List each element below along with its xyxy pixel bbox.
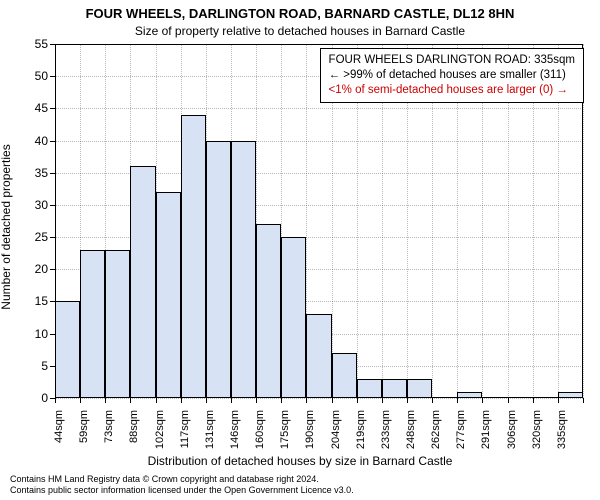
x-tick-mark — [558, 398, 559, 403]
y-tick-mark — [50, 44, 55, 45]
chart-title-sub: Size of property relative to detached ho… — [0, 24, 600, 38]
y-tick-mark — [50, 366, 55, 367]
x-tick-mark — [457, 398, 458, 403]
y-tick-label: 0 — [0, 392, 48, 404]
footnote: Contains HM Land Registry data © Crown c… — [10, 474, 354, 496]
y-tick-mark — [50, 334, 55, 335]
y-tick-mark — [50, 301, 55, 302]
x-tick-mark — [407, 398, 408, 403]
x-tick-mark — [80, 398, 81, 403]
y-tick-mark — [50, 269, 55, 270]
y-tick-mark — [50, 173, 55, 174]
x-tick-mark — [55, 398, 56, 403]
y-tick-label: 50 — [0, 70, 48, 82]
x-tick-mark — [583, 398, 584, 403]
histogram-chart: FOUR WHEELS, DARLINGTON ROAD, BARNARD CA… — [0, 0, 600, 500]
legend-box: FOUR WHEELS DARLINGTON ROAD: 335sqm ← >9… — [320, 48, 584, 103]
legend-line-3: <1% of semi-detached houses are larger (… — [329, 83, 575, 98]
x-tick-mark — [306, 398, 307, 403]
footnote-line-2: Contains public sector information licen… — [10, 485, 354, 496]
x-tick-mark — [508, 398, 509, 403]
footnote-line-1: Contains HM Land Registry data © Crown c… — [10, 474, 354, 485]
y-tick-mark — [50, 237, 55, 238]
y-tick-mark — [50, 76, 55, 77]
x-tick-mark — [156, 398, 157, 403]
x-tick-mark — [256, 398, 257, 403]
x-tick-mark — [482, 398, 483, 403]
x-tick-mark — [533, 398, 534, 403]
y-tick-label: 45 — [0, 102, 48, 114]
y-axis-label: Number of detached properties — [0, 144, 13, 309]
x-tick-mark — [105, 398, 106, 403]
y-tick-mark — [50, 108, 55, 109]
x-tick-mark — [206, 398, 207, 403]
y-tick-mark — [50, 205, 55, 206]
y-tick-label: 55 — [0, 38, 48, 50]
gridline-h — [55, 398, 583, 399]
x-tick-mark — [432, 398, 433, 403]
x-tick-mark — [357, 398, 358, 403]
x-tick-mark — [130, 398, 131, 403]
legend-line-2: ← >99% of detached houses are smaller (3… — [329, 68, 575, 83]
y-tick-label: 10 — [0, 328, 48, 340]
x-tick-mark — [281, 398, 282, 403]
y-tick-label: 5 — [0, 360, 48, 372]
x-axis-label: Distribution of detached houses by size … — [0, 454, 600, 468]
x-tick-mark — [231, 398, 232, 403]
x-tick-mark — [181, 398, 182, 403]
chart-title-main: FOUR WHEELS, DARLINGTON ROAD, BARNARD CA… — [0, 6, 600, 21]
x-tick-mark — [382, 398, 383, 403]
legend-line-1: FOUR WHEELS DARLINGTON ROAD: 335sqm — [329, 53, 575, 68]
x-tick-mark — [332, 398, 333, 403]
y-tick-mark — [50, 141, 55, 142]
